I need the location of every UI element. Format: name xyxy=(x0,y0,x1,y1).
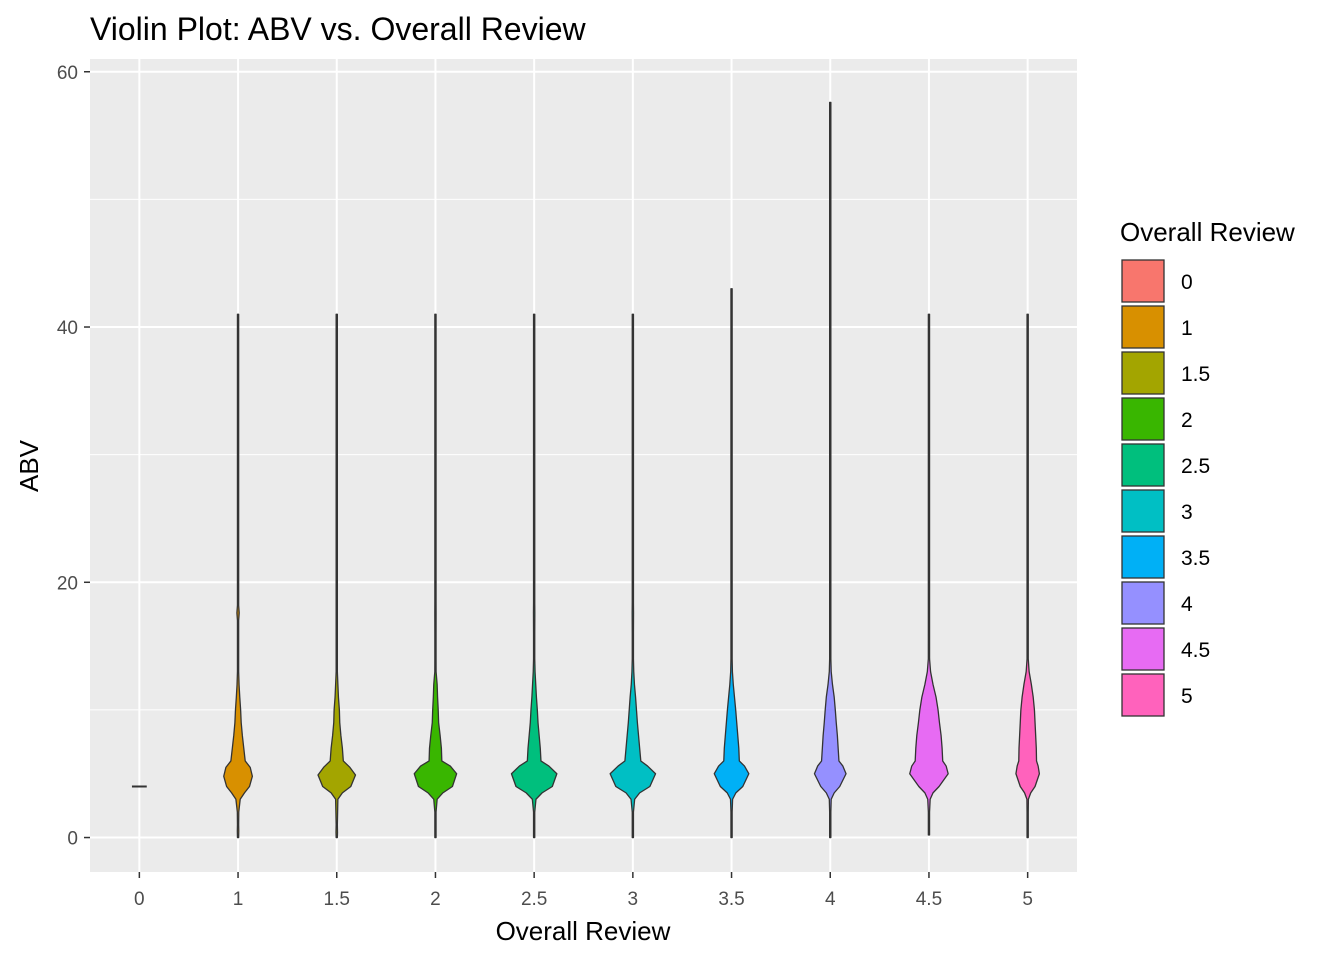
violin-1.5 xyxy=(317,313,357,839)
chart-title: Violin Plot: ABV vs. Overall Review xyxy=(90,11,587,47)
legend-key-0 xyxy=(1121,259,1165,303)
legend-label-2: 2 xyxy=(1181,409,1193,432)
violins xyxy=(131,101,1041,839)
legend-label-0: 0 xyxy=(1181,271,1193,294)
y-tick-label: 20 xyxy=(57,573,78,594)
legend-label-1: 1 xyxy=(1181,317,1193,340)
legend-key-1 xyxy=(1121,305,1165,349)
x-tick-label: 4.5 xyxy=(916,889,942,910)
x-tick-label: 4 xyxy=(825,889,836,910)
legend-label-4.5: 4.5 xyxy=(1181,639,1210,662)
violin-1 xyxy=(223,313,254,839)
x-tick-label: 0 xyxy=(134,889,145,910)
legend-label-3.5: 3.5 xyxy=(1181,547,1210,570)
plot-panel xyxy=(90,59,1077,872)
legend-label-1.5: 1.5 xyxy=(1181,363,1210,386)
legend-label-4: 4 xyxy=(1181,593,1193,616)
legend-label-2.5: 2.5 xyxy=(1181,455,1210,478)
y-tick-label: 0 xyxy=(67,829,78,850)
legend-items: 0 1 1.5 2 2.5 3 3.5 4 4.5 5 xyxy=(1121,259,1210,717)
y-axis: 0 20 40 60 xyxy=(57,63,90,850)
legend-key-4.5 xyxy=(1121,627,1165,671)
legend-key-5 xyxy=(1121,673,1165,717)
legend-label-5: 5 xyxy=(1181,685,1193,708)
legend-key-3 xyxy=(1121,489,1165,533)
violin-4.5 xyxy=(909,313,949,836)
x-tick-label: 3.5 xyxy=(718,889,744,910)
violin-2 xyxy=(413,313,458,839)
y-tick-label: 60 xyxy=(57,63,78,84)
y-axis-title: ABV xyxy=(14,439,44,492)
legend: Overall Review 0 1 1.5 2 2.5 3 3.5 4 4.5 5 xyxy=(1120,217,1295,717)
violin-3 xyxy=(609,313,657,839)
legend-key-3.5 xyxy=(1121,535,1165,579)
violin-2.5 xyxy=(510,313,558,839)
violin-4 xyxy=(813,101,847,839)
x-tick-label: 3 xyxy=(628,889,639,910)
x-tick-label: 1 xyxy=(233,889,244,910)
violin-3.5 xyxy=(713,288,750,839)
legend-key-4 xyxy=(1121,581,1165,625)
x-axis: 0 1 1.5 2 2.5 3 3.5 4 4.5 5 xyxy=(134,872,1033,910)
y-tick-label: 40 xyxy=(57,318,78,339)
legend-label-3: 3 xyxy=(1181,501,1193,524)
x-tick-label: 2 xyxy=(430,889,441,910)
x-tick-label: 1.5 xyxy=(324,889,350,910)
legend-key-1.5 xyxy=(1121,351,1165,395)
x-tick-label: 2.5 xyxy=(521,889,547,910)
legend-key-2 xyxy=(1121,397,1165,441)
x-tick-label: 5 xyxy=(1022,889,1033,910)
legend-title: Overall Review xyxy=(1120,217,1295,247)
violin-5 xyxy=(1015,313,1041,839)
legend-key-2.5 xyxy=(1121,443,1165,487)
x-axis-title: Overall Review xyxy=(496,916,671,946)
